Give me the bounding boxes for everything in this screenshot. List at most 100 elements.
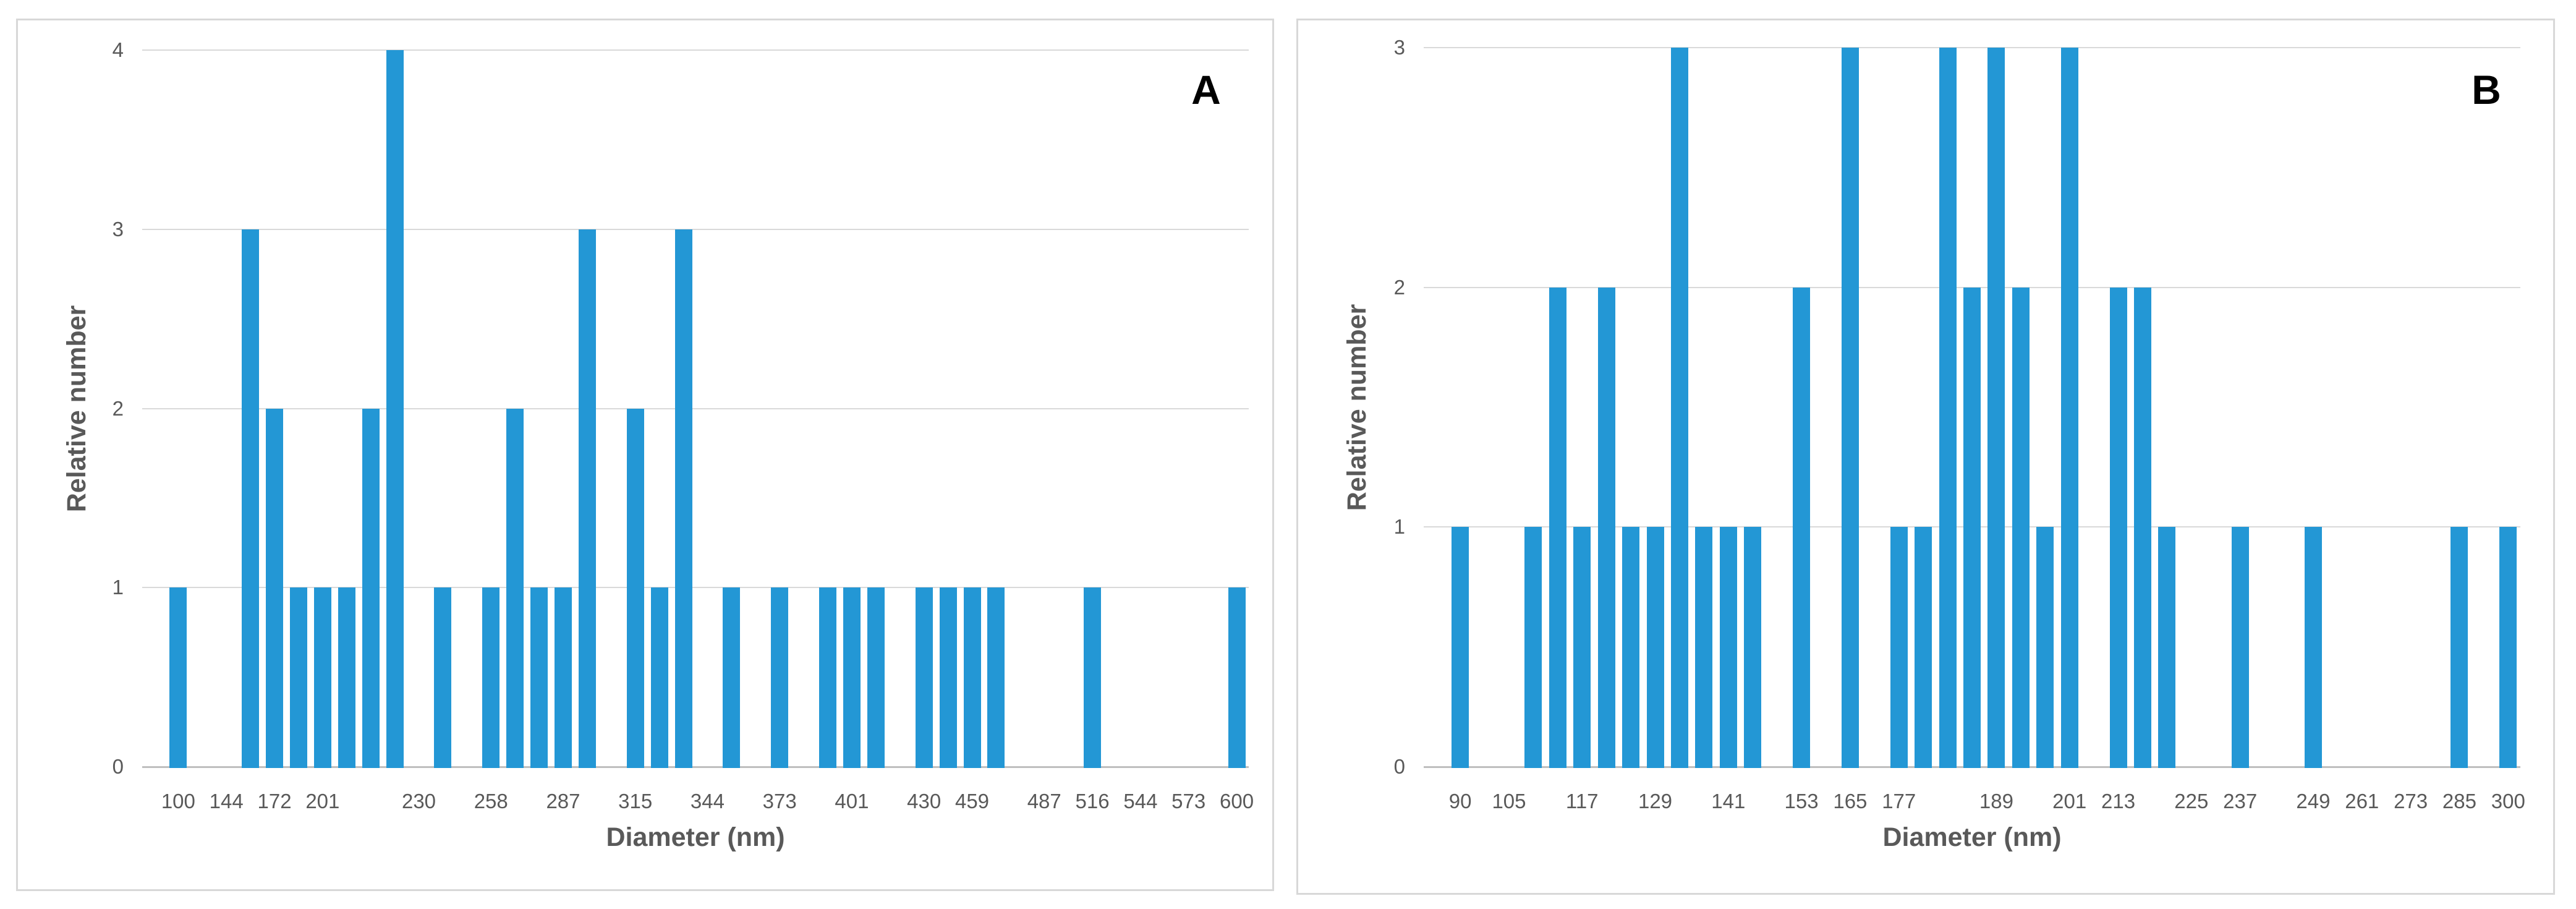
y-tick-label: 1 [1393,515,1405,539]
bar [1452,527,1469,768]
bar [2231,527,2249,768]
y-tick-label: 1 [112,576,124,599]
bar [2109,287,2127,768]
bar [1939,48,1957,768]
panel-letter-a: A [1191,67,1221,113]
bar [1963,287,1981,768]
y-tick-label: 3 [112,217,124,241]
x-tick-label: 144 [209,790,244,813]
x-tick-label: 273 [2394,790,2428,813]
bar [1841,48,1859,768]
bar [1549,287,1566,768]
bar [1670,48,1688,768]
bar [1793,287,1811,768]
y-tick-label: 2 [112,396,124,420]
bar [2499,527,2517,768]
x-tick-label: 516 [1075,790,1110,813]
bar [1228,587,1246,768]
x-tick-label: 189 [1979,790,2013,813]
x-tick-label: 401 [835,790,869,813]
bar [554,587,572,768]
gridline-y3 [142,228,1249,230]
bar [1084,587,1102,768]
bar [2158,527,2176,768]
x-tick-label: 430 [907,790,942,813]
x-axis-title: Diameter (nm) [1882,822,2062,852]
x-tick-label: 285 [2442,790,2476,813]
x-tick-label: 237 [2223,790,2258,813]
bar [1646,527,1664,768]
bar [723,587,741,768]
bar [313,587,331,768]
bar [2133,287,2151,768]
bar [939,587,957,768]
x-tick-label: 230 [401,790,436,813]
bar [674,229,692,768]
y-axis-title: Relative number [62,305,91,512]
x-tick-label: 165 [1833,790,1868,813]
x-tick-label: 600 [1220,790,1254,813]
gridline-y1 [142,587,1249,589]
gridline-y4 [142,49,1249,51]
bar [963,587,981,768]
bar [1573,527,1591,768]
bar [169,587,187,768]
bar [506,408,524,768]
bar [530,587,548,768]
x-axis-title: Diameter (nm) [606,822,785,852]
bar [1987,48,2005,768]
bar [289,587,307,768]
y-tick-label: 4 [112,38,124,61]
bar [1915,527,1932,768]
bar [578,229,596,768]
x-tick-label: 225 [2174,790,2209,813]
x-tick-label: 117 [1565,790,1599,813]
x-tick-label: 300 [2491,790,2525,813]
chart-a-plot-container: 0 1 2 3 4 100 144 172 201 230 258 287 315 344 373 401 43… [16,19,1270,887]
bar [2060,48,2078,768]
bar [650,587,668,768]
bar [2012,287,2030,768]
x-tick-label: 315 [618,790,653,813]
y-tick-label: 0 [1393,755,1405,778]
bar [242,229,260,768]
y-tick-label: 0 [112,755,124,778]
x-axis-line [142,766,1249,768]
bar [2304,527,2322,768]
x-tick-label: 544 [1123,790,1158,813]
x-tick-label: 344 [690,790,725,813]
bar [987,587,1005,768]
bar [338,587,355,768]
x-tick-label: 172 [257,790,292,813]
bar [1719,527,1737,768]
panel-letter-b: B [2472,67,2501,113]
bar [819,587,837,768]
chart-b-plot-container: 0 1 2 3 90 105 117 129 141 153 165 177 189 201 213 225 2… [1296,19,2551,891]
x-tick-label: 459 [954,790,990,813]
chart-panel-b: 0 1 2 3 90 105 117 129 141 153 165 177 189 201 213 225 2… [1296,19,2555,895]
y-tick-label: 2 [1393,275,1405,299]
bar [1695,527,1713,768]
x-tick-label: 287 [546,790,580,813]
x-tick-label: 573 [1171,790,1206,813]
x-tick-label: 373 [762,790,797,813]
x-tick-label: 261 [2345,790,2379,813]
gridline-y3 [1424,47,2520,48]
x-tick-label: 487 [1027,790,1061,813]
bar [2036,527,2054,768]
x-tick-label: 213 [2101,790,2136,813]
y-axis-title: Relative number [1342,304,1372,511]
bar [1524,527,1542,768]
bar [867,587,885,768]
bar [1622,527,1640,768]
bar [386,50,404,768]
bar [434,587,452,768]
x-tick-label: 201 [2052,790,2087,813]
x-tick-label: 105 [1492,790,1526,813]
bar [482,587,500,768]
x-tick-label: 249 [2296,790,2331,813]
bar [843,587,861,768]
y-tick-label: 3 [1393,36,1405,59]
bar [915,587,933,768]
